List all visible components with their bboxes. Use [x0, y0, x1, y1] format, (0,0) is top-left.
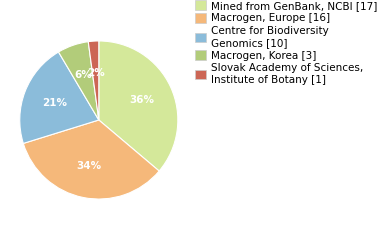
Text: 2%: 2%	[87, 68, 104, 78]
Wedge shape	[88, 41, 99, 120]
Text: 21%: 21%	[42, 98, 67, 108]
Wedge shape	[20, 52, 99, 144]
Wedge shape	[23, 120, 159, 199]
Wedge shape	[99, 41, 178, 171]
Text: 34%: 34%	[77, 162, 102, 171]
Wedge shape	[59, 42, 99, 120]
Legend: Mined from GenBank, NCBI [17], Macrogen, Europe [16], Centre for Biodiversity
Ge: Mined from GenBank, NCBI [17], Macrogen,…	[195, 0, 377, 85]
Text: 36%: 36%	[129, 95, 154, 105]
Text: 6%: 6%	[74, 70, 92, 80]
